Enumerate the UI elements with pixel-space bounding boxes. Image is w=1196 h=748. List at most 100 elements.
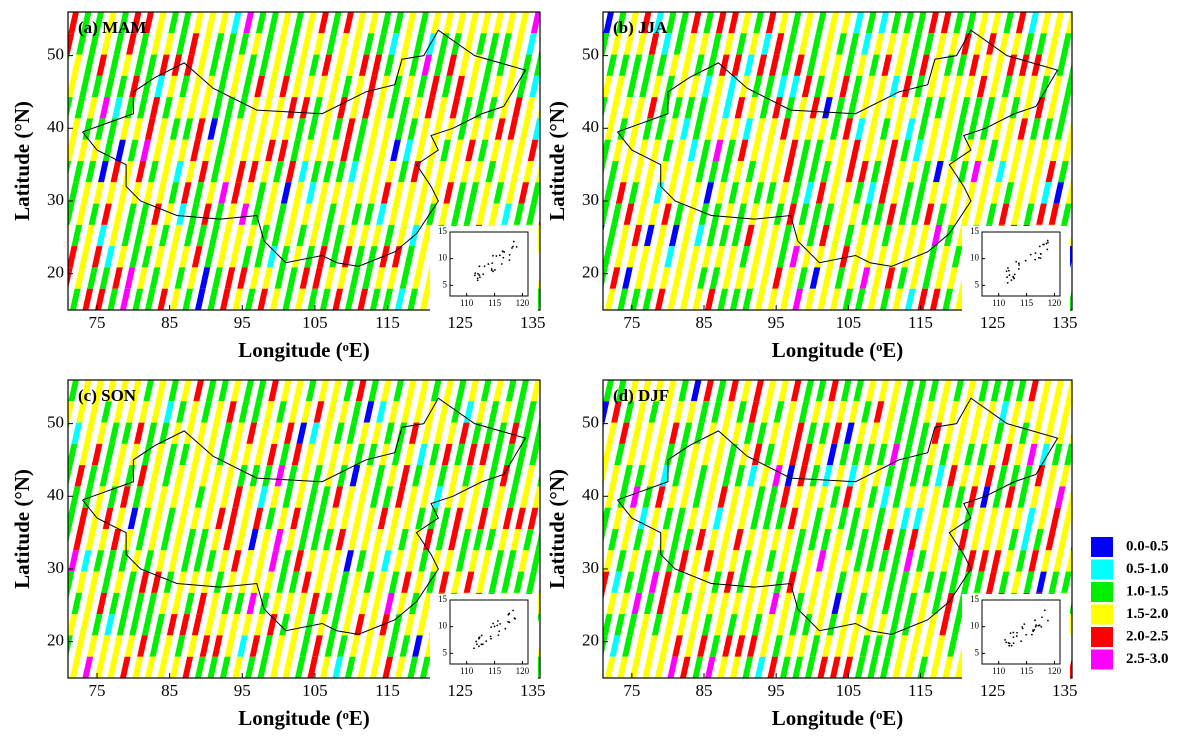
swath-segment xyxy=(833,161,844,183)
swath-segment xyxy=(578,140,589,161)
swath-segment xyxy=(643,592,655,615)
swath-segment xyxy=(840,550,852,572)
swath-segment xyxy=(394,486,406,508)
swath-segment xyxy=(388,203,400,225)
swath-segment xyxy=(998,33,1010,55)
swath-segment xyxy=(651,614,663,636)
island xyxy=(1047,619,1049,622)
swath-segment xyxy=(421,422,433,444)
swath-segment xyxy=(182,288,194,310)
swath-segment xyxy=(173,161,184,183)
swath-segment xyxy=(494,118,506,140)
swath-segment xyxy=(191,443,203,466)
island xyxy=(473,647,475,650)
swath-segment xyxy=(341,246,353,268)
swath-segment xyxy=(562,267,573,288)
swath-segment xyxy=(387,635,398,657)
swath-segment xyxy=(808,529,819,551)
swath-segment xyxy=(689,246,700,268)
swath-segment xyxy=(215,507,226,529)
swath-segment xyxy=(241,443,253,466)
swath-segment xyxy=(839,246,850,268)
swath-segment xyxy=(804,118,816,140)
y-tick-label: 50 xyxy=(582,45,599,64)
swath-segment xyxy=(1113,140,1124,161)
swath-segment xyxy=(301,571,312,593)
swath-segment xyxy=(68,571,75,593)
swath-segment xyxy=(1040,550,1052,572)
swath-segment xyxy=(603,203,610,225)
swath-segment xyxy=(842,118,854,140)
swath-segment xyxy=(570,118,581,139)
swath-segment xyxy=(723,203,735,225)
swath-segment xyxy=(765,380,777,402)
swath-segment xyxy=(845,529,857,551)
swath-segment xyxy=(915,182,927,204)
swath-segment xyxy=(917,486,929,508)
swath-segment xyxy=(441,75,453,98)
swath-segment xyxy=(366,443,378,466)
swath-segment xyxy=(88,571,100,593)
swath-segment xyxy=(37,97,48,118)
swath-segment xyxy=(385,161,397,183)
x-tick-label: 115 xyxy=(375,313,400,332)
swath-segment xyxy=(469,486,481,508)
swath-segment xyxy=(407,656,419,678)
swath-segment xyxy=(984,97,996,119)
swath-segment xyxy=(463,571,475,593)
swath-segment xyxy=(493,550,505,572)
swath-segment xyxy=(413,571,425,593)
swath-segment xyxy=(330,380,342,402)
swath-segment xyxy=(138,33,150,55)
swath-segment xyxy=(1077,76,1088,97)
swath-segment xyxy=(829,288,841,310)
swath-segment xyxy=(462,97,473,119)
swath-segment xyxy=(643,422,655,444)
swath-segment xyxy=(909,97,921,119)
swath-segment xyxy=(354,75,365,98)
swath-segment xyxy=(581,12,592,33)
swath-segment xyxy=(804,486,816,508)
swath-segment xyxy=(865,12,877,34)
swath-segment xyxy=(118,182,130,204)
swath-segment xyxy=(241,614,253,636)
swath-segment xyxy=(283,54,295,76)
swath-segment xyxy=(157,486,169,508)
swath-segment xyxy=(1011,203,1022,225)
swath-segment xyxy=(416,614,428,636)
swath-segment xyxy=(1023,33,1035,55)
x-tick-label: 75 xyxy=(623,313,640,332)
swath-segment xyxy=(9,225,20,246)
swath-segment xyxy=(697,465,708,487)
swath-segment xyxy=(1128,380,1139,401)
swath-segment xyxy=(405,380,417,402)
swath-segment xyxy=(1053,12,1064,34)
island xyxy=(500,263,503,265)
swath-segment xyxy=(29,76,40,97)
swath-segment xyxy=(917,118,929,140)
swath-segment xyxy=(742,656,754,678)
y-tick-label: 40 xyxy=(47,117,64,136)
swath-segment xyxy=(304,614,315,636)
inset-x-tick-label: 110 xyxy=(992,298,1006,308)
x-tick-label: 105 xyxy=(302,313,328,332)
swath-segment xyxy=(951,614,963,636)
inset-x-tick-label: 110 xyxy=(992,666,1006,676)
inset-y-tick-label: 10 xyxy=(438,621,448,631)
swath-segment xyxy=(77,139,89,161)
swath-segment xyxy=(906,54,918,76)
swath-segment xyxy=(296,224,308,247)
swath-segment xyxy=(529,75,540,98)
swath-segment xyxy=(507,486,519,508)
swath-segment xyxy=(337,465,348,487)
swath-segment xyxy=(815,380,827,402)
island xyxy=(492,254,494,257)
swath-segment xyxy=(1072,635,1083,656)
swath-segment xyxy=(762,507,774,529)
swath-segment xyxy=(881,54,893,76)
swath-segment xyxy=(872,635,883,657)
x-tick-label: 115 xyxy=(908,681,933,700)
swath-segment xyxy=(993,54,1005,76)
swath-segment xyxy=(929,656,941,678)
swath-segment xyxy=(130,550,142,572)
